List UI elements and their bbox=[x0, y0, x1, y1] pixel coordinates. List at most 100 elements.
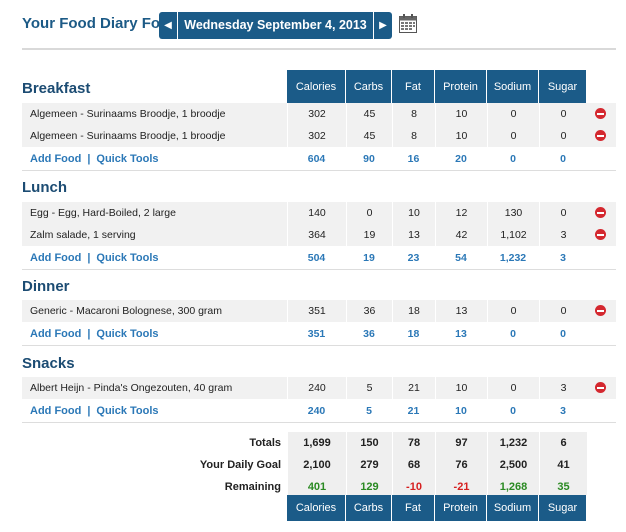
food-entry-row[interactable]: Zalm salade, 1 serving 364 19 13 42 1,102 3 bbox=[22, 224, 616, 247]
cell-calories: 604 bbox=[307, 153, 326, 165]
nutrient-cells: 401 129 -10 -21 1,268 35 bbox=[287, 476, 587, 498]
delete-entry-icon[interactable] bbox=[595, 130, 606, 141]
cell-fat: 78 bbox=[392, 432, 435, 454]
quick-tools-link[interactable]: Quick Tools bbox=[96, 328, 159, 340]
meal-actions: Add Food | Quick Tools bbox=[30, 323, 159, 345]
delete-entry-icon[interactable] bbox=[595, 305, 606, 316]
cell-sugar: 0 bbox=[539, 300, 587, 322]
nutrient-cells: 351 36 18 13 0 0 bbox=[287, 300, 587, 322]
link-separator: | bbox=[87, 153, 91, 165]
cell-calories: 302 bbox=[287, 125, 346, 147]
food-entry-row[interactable]: Algemeen - Surinaams Broodje, 1 broodje 3… bbox=[22, 103, 616, 126]
cell-carbs: 36 bbox=[346, 300, 392, 322]
food-entry-row[interactable]: Generic - Macaroni Bolognese, 300 gram 35… bbox=[22, 300, 616, 323]
cell-carbs: 5 bbox=[346, 377, 392, 399]
cell-carbs: 90 bbox=[363, 153, 375, 165]
add-food-link[interactable]: Add Food bbox=[30, 153, 82, 165]
previous-day-button[interactable]: ◀ bbox=[159, 12, 178, 39]
cell-calories: 351 bbox=[287, 300, 346, 322]
meal-total-row: Add Food | Quick Tools 240 5 21 10 0 3 bbox=[22, 400, 616, 423]
cell-sugar: 41 bbox=[539, 454, 587, 476]
food-name[interactable]: Egg - Egg, Hard-Boiled, 2 large bbox=[30, 207, 176, 219]
cell-carbs: 36 bbox=[363, 328, 375, 340]
meal-title: Snacks bbox=[22, 355, 75, 372]
cell-sugar: 0 bbox=[539, 125, 587, 147]
quick-tools-link[interactable]: Quick Tools bbox=[96, 153, 159, 165]
column-headers-bottom: Calories Carbs Fat Protein Sodium Sugar bbox=[287, 495, 587, 521]
food-entry-row[interactable]: Egg - Egg, Hard-Boiled, 2 large 140 0 10 12 1… bbox=[22, 202, 616, 225]
cell-calories: 302 bbox=[287, 103, 346, 125]
cell-sodium: 130 bbox=[487, 202, 539, 224]
quick-tools-link[interactable]: Quick Tools bbox=[96, 405, 159, 417]
delete-entry-icon[interactable] bbox=[595, 229, 606, 240]
meal-title: Lunch bbox=[22, 179, 67, 196]
meal-actions: Add Food | Quick Tools bbox=[30, 400, 159, 422]
meal-total-row: Add Food | Quick Tools 504 19 23 54 1,232 3 bbox=[22, 247, 616, 270]
column-header-sodium: Sodium bbox=[487, 495, 539, 521]
cell-sodium: 0 bbox=[510, 405, 516, 417]
cell-fat: 68 bbox=[392, 454, 435, 476]
food-name[interactable]: Albert Heijn - Pinda's Ongezouten, 40 gr… bbox=[30, 382, 233, 394]
cell-fat: 23 bbox=[407, 252, 420, 264]
cell-protein: 10 bbox=[435, 125, 487, 147]
column-header-calories: Calories bbox=[287, 70, 346, 104]
nutrient-cells: 504 19 23 54 1,232 3 bbox=[287, 247, 587, 269]
next-day-button[interactable]: ▶ bbox=[373, 12, 392, 39]
cell-sugar: 3 bbox=[539, 377, 587, 399]
cell-carbs: 0 bbox=[346, 202, 392, 224]
cell-calories: 240 bbox=[307, 405, 326, 417]
cell-fat: 18 bbox=[407, 328, 420, 340]
nutrient-cells: 2,100 279 68 76 2,500 41 bbox=[287, 454, 587, 476]
cell-protein: 10 bbox=[455, 405, 467, 417]
food-entry-row[interactable]: Albert Heijn - Pinda's Ongezouten, 40 gr… bbox=[22, 377, 616, 400]
food-entry-row[interactable]: Algemeen - Surinaams Broodje, 1 broodje 3… bbox=[22, 125, 616, 148]
add-food-link[interactable]: Add Food bbox=[30, 405, 82, 417]
cell-protein: 20 bbox=[455, 153, 467, 165]
chevron-right-icon: ▶ bbox=[379, 20, 387, 31]
quick-tools-link[interactable]: Quick Tools bbox=[96, 252, 159, 264]
date-navigator: ◀ Wednesday September 4, 2013 ▶ bbox=[159, 12, 392, 39]
cell-carbs: 5 bbox=[366, 405, 372, 417]
food-name[interactable]: Algemeen - Surinaams Broodje, 1 broodje bbox=[30, 108, 226, 120]
food-name[interactable]: Generic - Macaroni Bolognese, 300 gram bbox=[30, 305, 223, 317]
column-header-sodium: Sodium bbox=[487, 70, 539, 104]
cell-calories: 140 bbox=[287, 202, 346, 224]
column-header-carbs: Carbs bbox=[346, 70, 392, 104]
cell-fat: 21 bbox=[407, 405, 420, 417]
column-header-sugar: Sugar bbox=[539, 70, 587, 104]
nutrient-cells: 240 5 21 10 0 3 bbox=[287, 377, 587, 399]
cell-fat: 16 bbox=[407, 153, 420, 165]
cell-carbs: 19 bbox=[346, 224, 392, 246]
food-name[interactable]: Algemeen - Surinaams Broodje, 1 broodje bbox=[30, 130, 226, 142]
cell-protein: 13 bbox=[435, 300, 487, 322]
cell-calories: 1,699 bbox=[287, 432, 346, 454]
link-separator: | bbox=[87, 328, 91, 340]
cell-calories: 240 bbox=[287, 377, 346, 399]
calendar-icon[interactable] bbox=[399, 14, 417, 33]
cell-sugar: 6 bbox=[539, 432, 587, 454]
summary-row-totals: Totals 1,699 150 78 97 1,232 6 bbox=[22, 432, 616, 454]
summary-row-goal: Your Daily Goal 2,100 279 68 76 2,500 41 bbox=[22, 454, 616, 476]
cell-sugar: 0 bbox=[539, 103, 587, 125]
cell-sodium: 0 bbox=[487, 377, 539, 399]
add-food-link[interactable]: Add Food bbox=[30, 328, 82, 340]
cell-carbs: 19 bbox=[363, 252, 375, 264]
delete-entry-icon[interactable] bbox=[595, 108, 606, 119]
food-name[interactable]: Zalm salade, 1 serving bbox=[30, 229, 136, 241]
column-header-carbs: Carbs bbox=[346, 495, 392, 521]
cell-calories: 364 bbox=[287, 224, 346, 246]
cell-sugar: 3 bbox=[539, 224, 587, 246]
delete-entry-icon[interactable] bbox=[595, 207, 606, 218]
meal-total-row: Add Food | Quick Tools 604 90 16 20 0 0 bbox=[22, 148, 616, 171]
chevron-left-icon: ◀ bbox=[164, 20, 172, 31]
cell-sugar: 0 bbox=[560, 328, 566, 340]
cell-protein: 76 bbox=[435, 454, 487, 476]
page-title: Your Food Diary For: bbox=[22, 15, 171, 32]
nutrient-cells: 302 45 8 10 0 0 bbox=[287, 125, 587, 147]
add-food-link[interactable]: Add Food bbox=[30, 252, 82, 264]
cell-sugar: 3 bbox=[560, 252, 566, 264]
cell-sodium: 2,500 bbox=[487, 454, 539, 476]
cell-sodium: 1,102 bbox=[487, 224, 539, 246]
delete-entry-icon[interactable] bbox=[595, 382, 606, 393]
meal-total-row: Add Food | Quick Tools 351 36 18 13 0 0 bbox=[22, 323, 616, 346]
